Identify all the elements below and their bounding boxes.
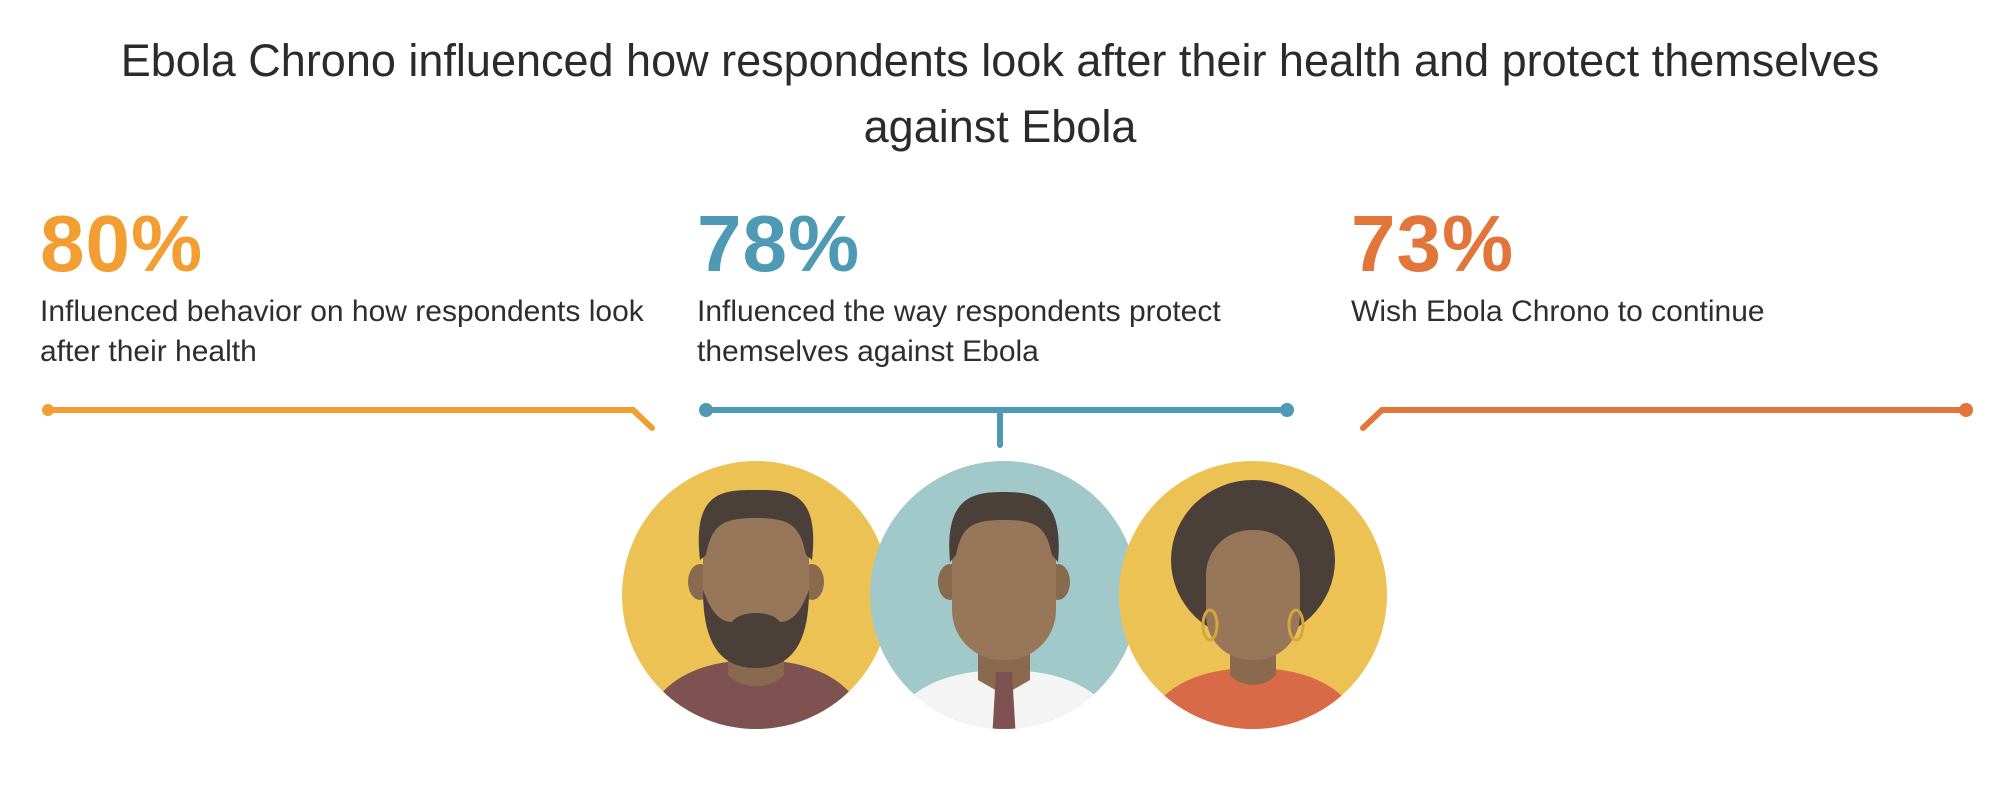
stat-description: Wish Ebola Chrono to continue bbox=[1351, 295, 1765, 328]
stat-block-protection: 78% Influenced the way respondents prote… bbox=[697, 196, 1337, 372]
connector-center bbox=[699, 403, 1294, 448]
stat-block-behavior: 80% Influenced behavior on how responden… bbox=[40, 196, 680, 372]
stat-percent: 73% bbox=[1351, 199, 1515, 288]
woman-with-earrings-avatar-icon bbox=[1119, 461, 1387, 729]
stat-block-continue: 73% Wish Ebola Chrono to continue bbox=[1351, 196, 1951, 332]
stat-description: Influenced behavior on how respondents l… bbox=[40, 295, 644, 368]
connector-left bbox=[42, 404, 655, 431]
stat-percent: 80% bbox=[40, 199, 204, 288]
stat-percent: 78% bbox=[697, 199, 861, 288]
bearded-man-avatar-icon bbox=[622, 461, 890, 729]
connector-right bbox=[1360, 403, 1973, 431]
man-with-tie-avatar-icon bbox=[870, 461, 1138, 729]
page-title: Ebola Chrono influenced how respondents … bbox=[120, 35, 1880, 152]
stat-description: Influenced the way respondents protect t… bbox=[697, 295, 1221, 368]
